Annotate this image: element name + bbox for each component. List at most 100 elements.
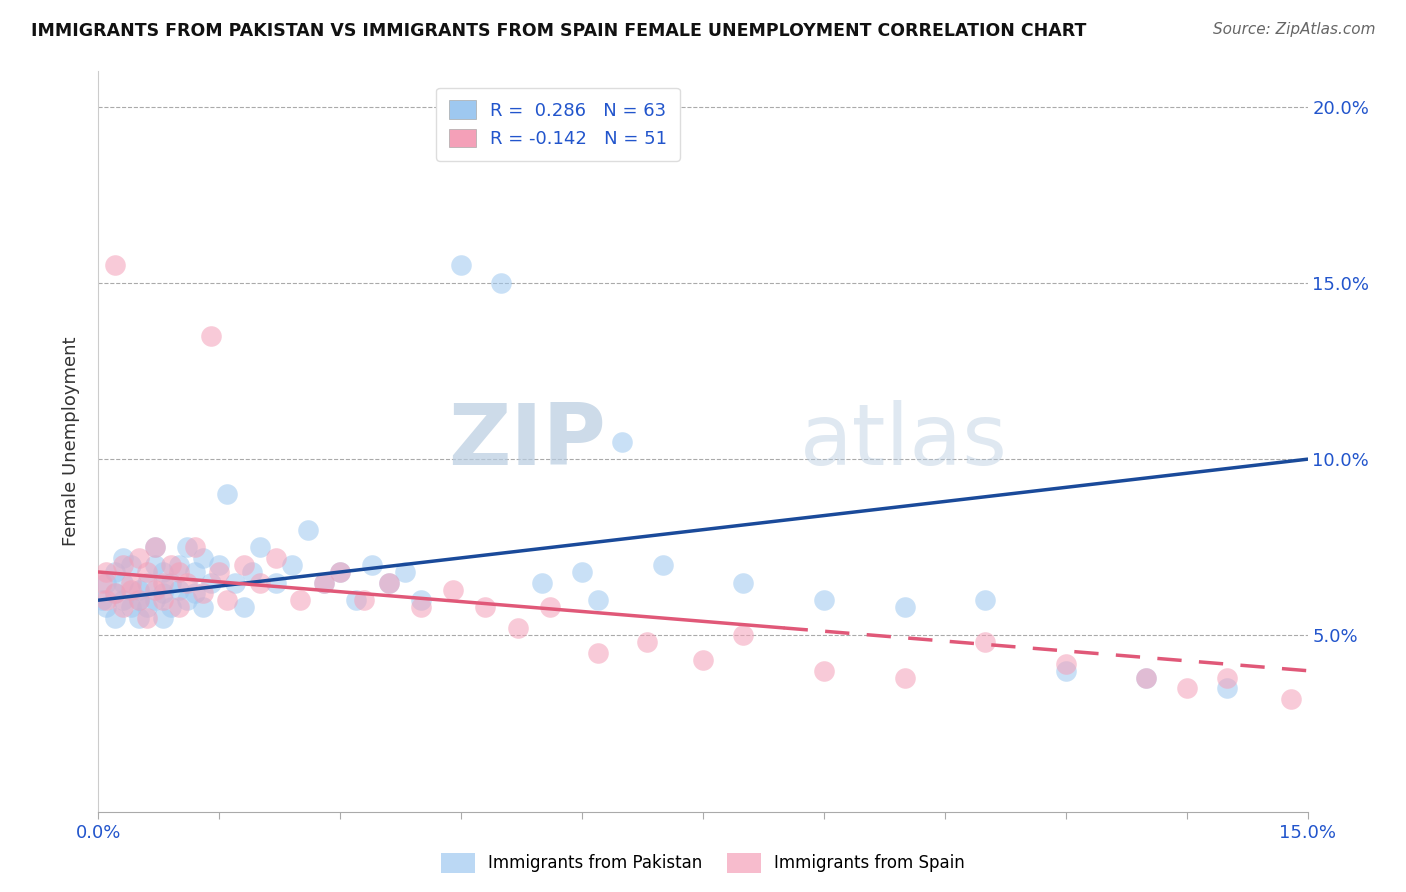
Point <box>143 541 166 555</box>
Point <box>314 575 336 590</box>
Point <box>193 600 215 615</box>
Point <box>813 593 835 607</box>
Legend: Immigrants from Pakistan, Immigrants from Spain: Immigrants from Pakistan, Immigrants fro… <box>434 847 972 880</box>
Point <box>120 575 142 590</box>
Point <box>394 565 416 579</box>
Point <box>184 541 207 555</box>
Point <box>636 635 658 649</box>
Point <box>1135 671 1157 685</box>
Point <box>111 593 134 607</box>
Point <box>152 611 174 625</box>
Point <box>193 586 215 600</box>
Point <box>143 593 166 607</box>
Point <box>96 575 118 590</box>
Point <box>893 600 915 615</box>
Point <box>160 600 183 615</box>
Point <box>200 328 222 343</box>
Text: ZIP: ZIP <box>449 400 606 483</box>
Point <box>224 575 246 590</box>
Point <box>167 558 190 572</box>
Point <box>167 565 190 579</box>
Point <box>103 258 125 272</box>
Point <box>893 671 915 685</box>
Text: atlas: atlas <box>800 400 1008 483</box>
Point <box>143 558 166 572</box>
Point <box>409 593 432 607</box>
Point <box>692 653 714 667</box>
Point <box>353 593 375 607</box>
Point <box>329 565 352 579</box>
Point <box>217 487 239 501</box>
Point <box>152 586 174 600</box>
Point <box>152 593 174 607</box>
Point <box>128 593 150 607</box>
Point <box>1216 671 1239 685</box>
Point <box>450 258 472 272</box>
Point <box>240 565 263 579</box>
Point <box>232 558 254 572</box>
Point <box>208 565 231 579</box>
Point <box>91 575 114 590</box>
Point <box>103 586 125 600</box>
Text: Source: ZipAtlas.com: Source: ZipAtlas.com <box>1212 22 1375 37</box>
Point <box>96 565 118 579</box>
Point <box>128 593 150 607</box>
Point <box>249 541 271 555</box>
Point <box>329 565 352 579</box>
Point <box>974 593 997 607</box>
Point <box>974 635 997 649</box>
Point <box>103 611 125 625</box>
Point <box>96 600 118 615</box>
Point <box>377 575 399 590</box>
Point <box>586 646 609 660</box>
Point <box>264 550 287 565</box>
Point <box>176 593 198 607</box>
Point <box>733 575 755 590</box>
Point <box>441 582 464 597</box>
Point <box>135 611 157 625</box>
Point <box>530 575 553 590</box>
Point <box>176 575 198 590</box>
Point <box>200 575 222 590</box>
Point <box>538 600 561 615</box>
Point <box>409 600 432 615</box>
Point <box>128 550 150 565</box>
Point <box>217 593 239 607</box>
Point <box>651 558 673 572</box>
Point <box>344 593 367 607</box>
Point <box>733 628 755 642</box>
Point <box>135 565 157 579</box>
Point <box>120 600 142 615</box>
Point <box>288 593 311 607</box>
Point <box>571 565 593 579</box>
Point <box>1135 671 1157 685</box>
Point <box>1175 681 1198 696</box>
Point <box>281 558 304 572</box>
Point <box>160 575 183 590</box>
Point <box>264 575 287 590</box>
Point <box>184 565 207 579</box>
Point <box>111 575 134 590</box>
Point <box>612 434 634 449</box>
Point <box>377 575 399 590</box>
Legend: R =  0.286   N = 63, R = -0.142   N = 51: R = 0.286 N = 63, R = -0.142 N = 51 <box>436 87 681 161</box>
Point <box>128 611 150 625</box>
Point <box>361 558 384 572</box>
Point <box>813 664 835 678</box>
Point <box>143 541 166 555</box>
Point <box>160 558 183 572</box>
Point <box>120 582 142 597</box>
Point <box>167 600 190 615</box>
Point <box>193 550 215 565</box>
Point <box>103 565 125 579</box>
Point <box>143 582 166 597</box>
Point <box>297 523 319 537</box>
Point <box>1054 657 1077 671</box>
Point <box>1216 681 1239 696</box>
Point <box>506 621 529 635</box>
Point <box>314 575 336 590</box>
Point <box>167 582 190 597</box>
Point <box>111 600 134 615</box>
Point <box>152 575 174 590</box>
Point <box>1054 664 1077 678</box>
